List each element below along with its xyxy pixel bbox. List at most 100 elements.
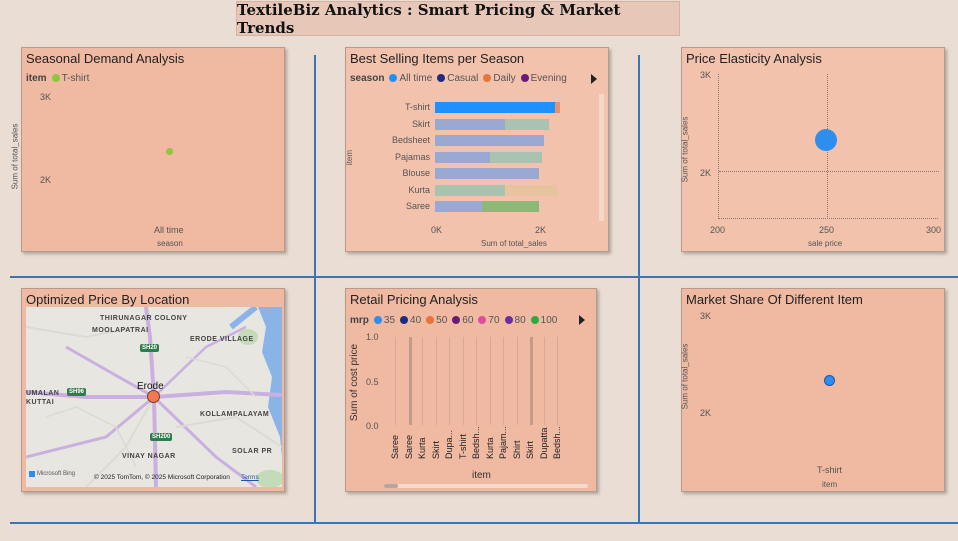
bar[interactable]: [503, 337, 504, 425]
horizontal-scrollbar[interactable]: [384, 484, 588, 488]
bar[interactable]: [422, 337, 423, 425]
bar[interactable]: [516, 337, 518, 425]
legend-dot-icon: [452, 316, 461, 324]
y-tick: 2K: [700, 168, 712, 178]
map-canvas[interactable]: THIRUNAGAR COLONY MOOLAPATRAI ERODE VILL…: [26, 307, 282, 487]
map-copyright: © 2025 TomTom, © 2025 Microsoft Corporat…: [94, 474, 230, 481]
bar-segment[interactable]: [435, 151, 490, 163]
bar-category-label: Skirt: [412, 118, 430, 129]
bar[interactable]: [557, 337, 558, 425]
bar-segment[interactable]: [435, 168, 539, 179]
legend-item: Daily: [493, 73, 516, 84]
bar[interactable]: [476, 337, 477, 425]
legend-dot-icon: [400, 316, 409, 324]
x-category-label: Dupatta: [538, 427, 549, 459]
legend-item: 80: [514, 315, 526, 326]
legend-next-arrow-icon[interactable]: [579, 315, 585, 325]
x-tick: All time: [154, 225, 184, 235]
bing-label: Microsoft Bing: [37, 471, 76, 477]
x-axis-label: Sum of total_sales: [481, 239, 547, 248]
road-shield-icon: SH200: [150, 433, 173, 441]
elasticity-title: Price Elasticity Analysis: [686, 51, 822, 66]
divider-h2: [10, 522, 958, 524]
bar[interactable]: [530, 337, 533, 425]
legend-item: All time: [399, 73, 433, 84]
bar[interactable]: [449, 337, 450, 425]
bar[interactable]: [435, 337, 437, 425]
bar[interactable]: [462, 337, 464, 425]
legend-dot-icon: [373, 316, 382, 324]
x-category-label: Saree: [390, 434, 400, 459]
legend-item: 40: [410, 315, 422, 326]
bar[interactable]: [543, 337, 545, 425]
bar[interactable]: [395, 337, 396, 425]
y-tick: 3K: [40, 92, 52, 102]
page-title-banner: TextileBiz Analytics : Smart Pricing & M…: [236, 1, 680, 37]
market-share-panel[interactable]: Market Share Of Different Item 3K 2K Sum…: [680, 288, 945, 492]
bar[interactable]: [408, 337, 412, 425]
bar-segment[interactable]: [554, 102, 560, 113]
y-axis-label: Sum of cost price: [349, 343, 361, 422]
divider-v2: [638, 55, 640, 522]
y-tick: 3K: [700, 311, 712, 321]
map-place-label: KUTTAI: [26, 399, 55, 406]
bar-segment[interactable]: [481, 201, 539, 212]
seasonal-demand-panel[interactable]: Seasonal Demand Analysis item T-shirt 3K …: [10, 47, 285, 252]
legend-dot-icon: [437, 74, 446, 82]
road-shield-icon: SH20: [140, 344, 160, 352]
bar-segment[interactable]: [489, 151, 542, 163]
legend-next-arrow-icon[interactable]: [591, 74, 597, 84]
map-place-label: SOLAR PR: [232, 448, 273, 455]
x-tick: 250: [819, 225, 835, 235]
legend-label: mrp: [350, 315, 369, 326]
y-tick: 3K: [700, 70, 712, 80]
bar-segment[interactable]: [435, 201, 482, 212]
terms-link[interactable]: Terms: [241, 474, 259, 481]
best-selling-panel[interactable]: Best Selling Items per Season season All …: [345, 47, 609, 252]
x-tick: T-shirt: [817, 465, 843, 475]
legend-dot-icon: [389, 74, 398, 82]
bar[interactable]: [489, 337, 491, 425]
legend-item: Casual: [447, 73, 479, 84]
legend-dot-icon: [51, 74, 60, 82]
data-point[interactable]: [815, 129, 837, 151]
legend-dot-icon: [504, 316, 513, 324]
data-point[interactable]: [824, 375, 835, 386]
x-category-label: Skirt: [430, 441, 441, 459]
bar-segment[interactable]: [505, 184, 558, 196]
legend-item: 70: [488, 315, 500, 326]
bar-segment[interactable]: [505, 118, 550, 130]
retail-pricing-panel[interactable]: Retail Pricing Analysis mrp 35 40 50 60 70 80 1…: [345, 288, 597, 492]
legend-dot-icon: [426, 316, 435, 324]
scrollbar-thumb[interactable]: [384, 484, 398, 488]
price-elasticity-panel[interactable]: Price Elasticity Analysis 3K 2K Sum of t…: [680, 47, 945, 252]
location-marker-icon[interactable]: [147, 390, 160, 403]
location-map-panel[interactable]: Optimized Price By Location THIRUNAGAR C…: [21, 288, 285, 492]
bar-category-label: Blouse: [402, 168, 430, 178]
scrollbar[interactable]: [599, 94, 604, 221]
bar-segment[interactable]: [435, 118, 506, 130]
seasonal-title: Seasonal Demand Analysis: [26, 51, 185, 66]
x-axis-label: season: [157, 239, 183, 248]
data-point[interactable]: [166, 148, 173, 155]
legend-dot-icon: [530, 316, 539, 324]
x-tick: 300: [926, 225, 942, 235]
best-selling-legend[interactable]: season All time Casual Daily Evening: [350, 73, 567, 84]
x-category-label: T-shirt: [457, 433, 468, 459]
y-tick: 2K: [700, 408, 712, 418]
retail-legend[interactable]: mrp 35 40 50 60 70 80 100: [350, 315, 557, 326]
bar-segment[interactable]: [435, 135, 545, 146]
x-category-label: Bedsh...: [552, 425, 562, 459]
legend-label: season: [350, 73, 385, 84]
seasonal-legend[interactable]: item T-shirt: [26, 73, 89, 84]
legend-dot-icon: [483, 74, 492, 82]
bar-segment[interactable]: [435, 102, 555, 113]
bar-category-label: Pajamas: [394, 151, 430, 162]
divider-h1: [10, 276, 958, 278]
x-category-label: Pajam...: [498, 425, 508, 459]
x-category-label: Saree: [403, 434, 414, 459]
bar-category-label: Saree: [405, 201, 430, 211]
x-category-label: Shirt: [511, 440, 522, 459]
bar-segment[interactable]: [435, 184, 506, 196]
x-category-label: Kurta: [484, 437, 495, 459]
